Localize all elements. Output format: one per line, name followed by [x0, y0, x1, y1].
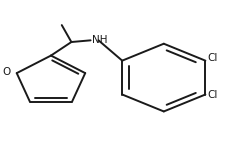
Text: O: O — [2, 67, 11, 77]
Text: NH: NH — [92, 35, 107, 45]
Text: Cl: Cl — [208, 89, 218, 99]
Text: Cl: Cl — [208, 53, 218, 63]
